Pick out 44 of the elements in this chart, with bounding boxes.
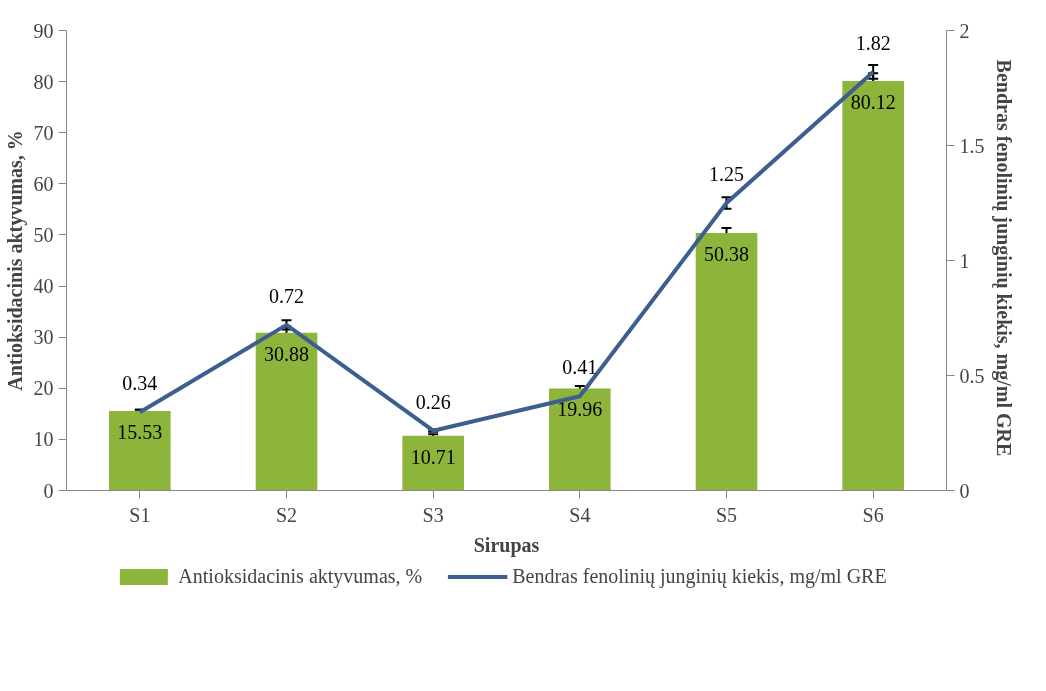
y2-tick-label: 0.5 — [959, 364, 985, 387]
bar — [255, 332, 318, 491]
y-tick-label: 0 — [43, 479, 54, 502]
x-tick-label: S1 — [129, 503, 151, 526]
data-label: 30.88 — [264, 342, 309, 365]
x-tick-label: S5 — [715, 503, 738, 526]
bar — [842, 81, 904, 491]
data-label: 10.71 — [410, 445, 456, 468]
y-tick-label: 60 — [33, 172, 54, 195]
bar — [109, 411, 171, 491]
y2-tick-label: 1 — [959, 249, 970, 272]
y-axis-title: Antioksidacinis aktyvumas, % — [3, 130, 27, 391]
bar — [402, 435, 464, 491]
y2-tick-label: 2 — [959, 19, 970, 42]
y2-axis-title: Bendras fenolinių junginių kiekis, mg/ml GRE — [991, 59, 1015, 457]
data-label: 0.41 — [562, 356, 598, 379]
data-label: 19.96 — [557, 398, 603, 421]
data-label: 15.53 — [117, 421, 163, 444]
legend-label: Bendras fenolinių junginių kiekis, mg/ml GRE — [512, 564, 887, 588]
data-label: 1.25 — [709, 163, 744, 185]
y-tick-label: 30 — [33, 326, 54, 349]
bar — [549, 388, 611, 491]
data-label: 0.34 — [122, 372, 158, 395]
data-label: 0.26 — [415, 390, 451, 413]
y-tick-label: 80 — [33, 70, 54, 93]
bar — [695, 233, 758, 491]
legend-label: Antioksidacinis aktyvumas, % — [178, 564, 423, 588]
y2-tick-label: 1.5 — [959, 134, 985, 157]
data-label: 80.12 — [850, 91, 896, 113]
x-axis-title: Sirupas — [473, 533, 540, 557]
data-label: 0.72 — [269, 284, 304, 307]
x-tick-label: S2 — [275, 503, 298, 526]
y-tick-label: 10 — [33, 428, 54, 451]
data-label: 50.38 — [704, 243, 749, 265]
y-tick-label: 50 — [33, 223, 54, 246]
y-tick-label: 70 — [33, 121, 54, 144]
x-tick-label: S6 — [862, 503, 884, 526]
y-tick-label: 90 — [33, 19, 54, 42]
data-label: 1.82 — [855, 31, 891, 54]
y-tick-label: 40 — [33, 275, 54, 298]
x-tick-label: S4 — [569, 503, 591, 526]
y-tick-label: 20 — [33, 377, 54, 400]
y2-tick-label: 0 — [959, 479, 970, 502]
x-tick-label: S3 — [422, 503, 444, 526]
